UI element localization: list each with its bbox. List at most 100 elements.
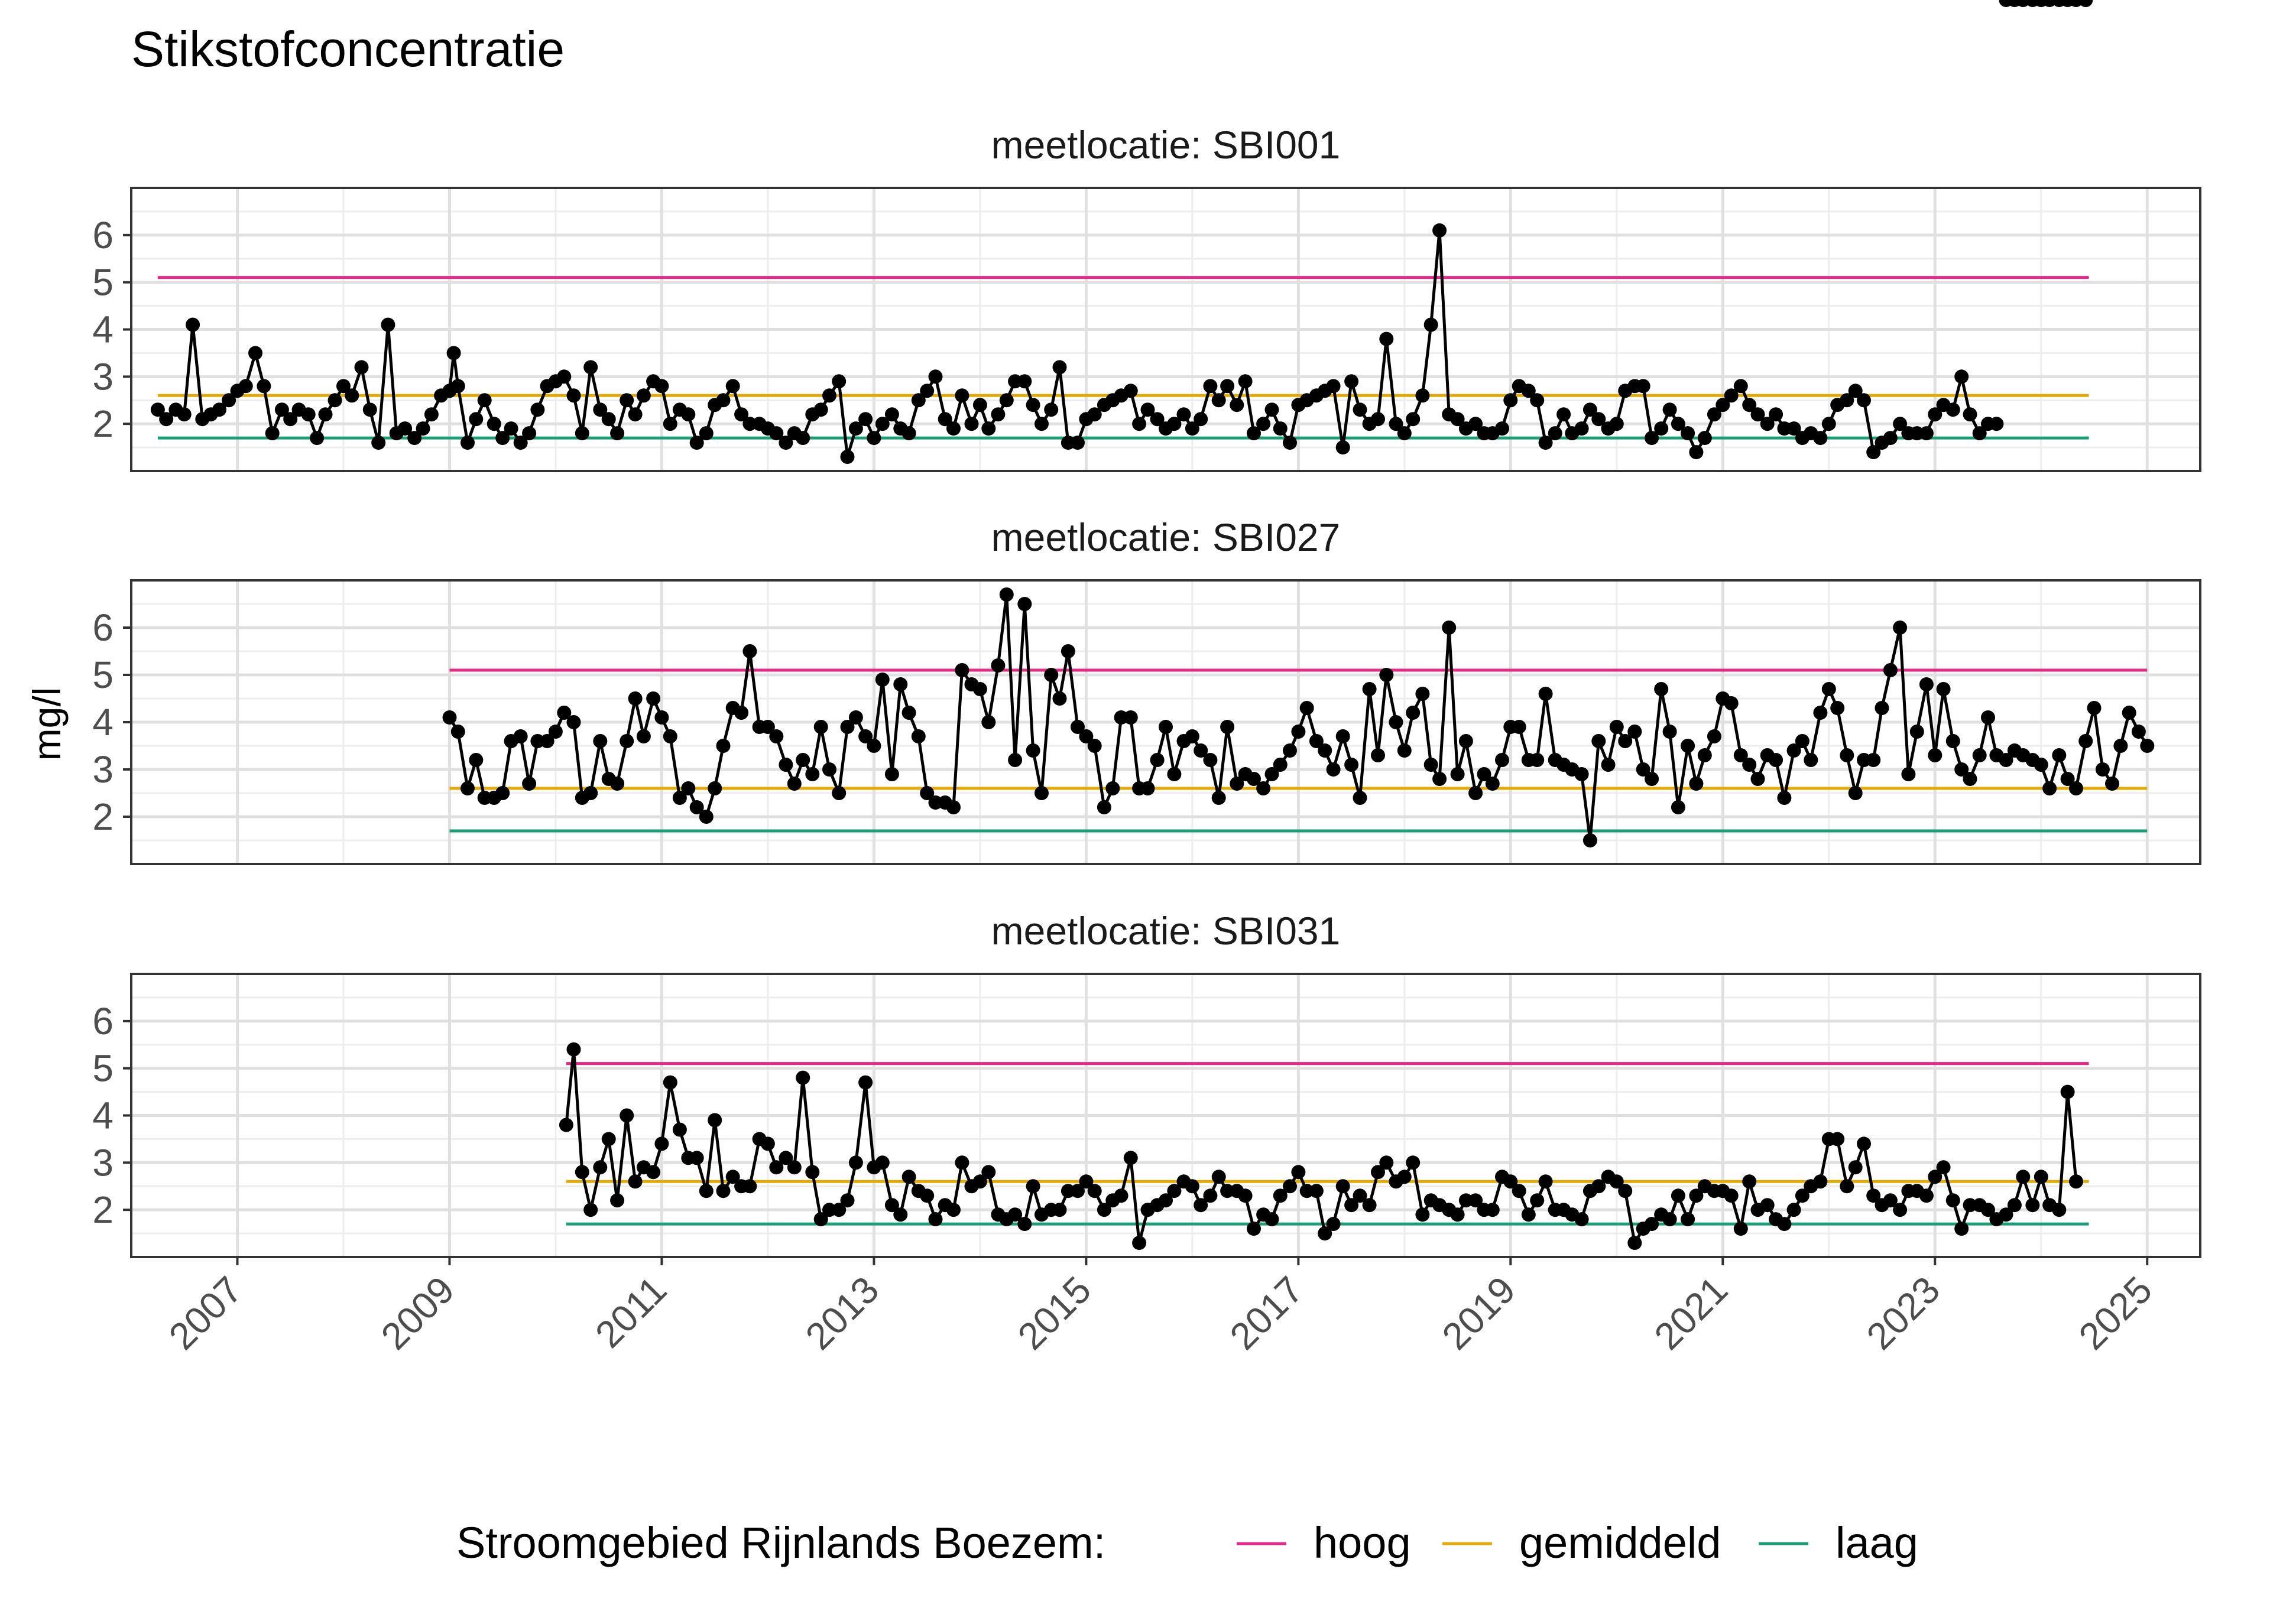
data-point: [646, 691, 661, 706]
data-point: [964, 417, 979, 431]
data-point: [2034, 758, 2048, 772]
data-point: [513, 729, 528, 743]
legend-title: Stroomgebied Rijnlands Boezem:: [456, 1518, 1105, 1567]
data-point: [1211, 791, 1226, 805]
data-point: [1423, 758, 1438, 772]
data-point: [1035, 417, 1049, 431]
data-point: [283, 412, 298, 427]
data-point: [495, 431, 510, 446]
data-point: [946, 1203, 961, 1217]
data-point: [1185, 421, 1199, 436]
data-point: [1548, 426, 1562, 441]
data-point: [1530, 393, 1545, 408]
data-point: [1344, 374, 1359, 389]
data-point: [742, 1179, 757, 1194]
data-point: [1389, 715, 1403, 729]
data-point: [336, 379, 351, 394]
data-point: [689, 436, 704, 450]
data-point: [742, 644, 757, 658]
data-point: [1264, 1212, 1279, 1227]
data-point: [1185, 1179, 1199, 1194]
data-point: [575, 426, 589, 441]
data-point: [1140, 402, 1155, 417]
data-point: [1733, 748, 1748, 762]
data-point: [1087, 739, 1102, 753]
data-point: [805, 1165, 820, 1180]
data-point: [654, 1136, 669, 1151]
data-point: [327, 393, 342, 408]
data-point: [1299, 701, 1314, 715]
data-point: [1724, 388, 1739, 403]
data-point: [1697, 431, 1712, 446]
legend-item-hoog: hoog: [1237, 1518, 1411, 1567]
data-point: [601, 1132, 616, 1146]
data-point: [981, 715, 996, 729]
data-point: [522, 777, 537, 791]
data-point: [628, 407, 643, 422]
data-point: [689, 1151, 704, 1165]
data-point: [559, 1118, 573, 1132]
data-point: [1335, 1179, 1350, 1194]
data-point: [1662, 1212, 1677, 1227]
data-point: [1458, 734, 1473, 748]
data-point: [2052, 1203, 2067, 1217]
y-tick-label: 5: [92, 261, 114, 304]
data-point: [1538, 436, 1553, 450]
data-point: [446, 346, 461, 360]
data-point: [2140, 739, 2155, 753]
y-tick-label: 2: [92, 1188, 114, 1231]
data-point: [1450, 412, 1465, 427]
data-point: [1079, 729, 1094, 743]
data-point: [1830, 1132, 1845, 1146]
data-point: [663, 729, 677, 743]
data-point: [1857, 1136, 1871, 1151]
data-point: [566, 1042, 581, 1057]
data-point: [530, 402, 545, 417]
data-point: [1591, 412, 1606, 427]
data-point: [310, 431, 325, 446]
data-point: [672, 791, 687, 805]
data-point: [884, 407, 899, 422]
data-point: [1574, 767, 1589, 781]
data-point: [1247, 426, 1261, 441]
data-point: [1848, 1160, 1863, 1175]
data-point: [999, 587, 1014, 602]
y-axis-title: mg/l: [25, 687, 69, 761]
data-point: [1601, 758, 1616, 772]
data-point: [1495, 753, 1509, 767]
data-point: [848, 1155, 863, 1170]
data-point: [1981, 1203, 1995, 1217]
data-point: [1362, 1198, 1377, 1213]
data-point: [345, 388, 359, 403]
data-point: [1989, 417, 2004, 431]
data-point: [1840, 393, 1854, 408]
data-point: [1574, 421, 1589, 436]
data-point: [1026, 743, 1040, 758]
data-point: [654, 710, 669, 725]
data-point: [955, 1155, 969, 1170]
data-point: [813, 720, 828, 734]
data-point: [1264, 767, 1279, 781]
data-point: [1379, 668, 1394, 682]
data-point: [1017, 1217, 1032, 1232]
data-point: [955, 663, 969, 677]
data-point: [1406, 1155, 1421, 1170]
data-point: [893, 1207, 908, 1222]
data-point: [1291, 725, 1306, 739]
data-point: [1344, 1198, 1359, 1213]
data-point: [1071, 720, 1085, 734]
data-point: [1972, 748, 1987, 762]
data-point: [1450, 1207, 1465, 1222]
data-point: [1283, 1179, 1297, 1194]
data-point: [1211, 393, 1226, 408]
data-point: [1848, 384, 1863, 398]
data-point: [813, 402, 828, 417]
data-point: [2087, 701, 2102, 715]
panel-2: meetlocatie: SBI027 23 4 5 6: [92, 515, 2201, 865]
data-point: [1468, 786, 1483, 800]
data-point: [1963, 772, 1977, 786]
data-point: [1681, 426, 1695, 441]
data-point: [972, 682, 987, 696]
data-point: [1123, 384, 1138, 398]
